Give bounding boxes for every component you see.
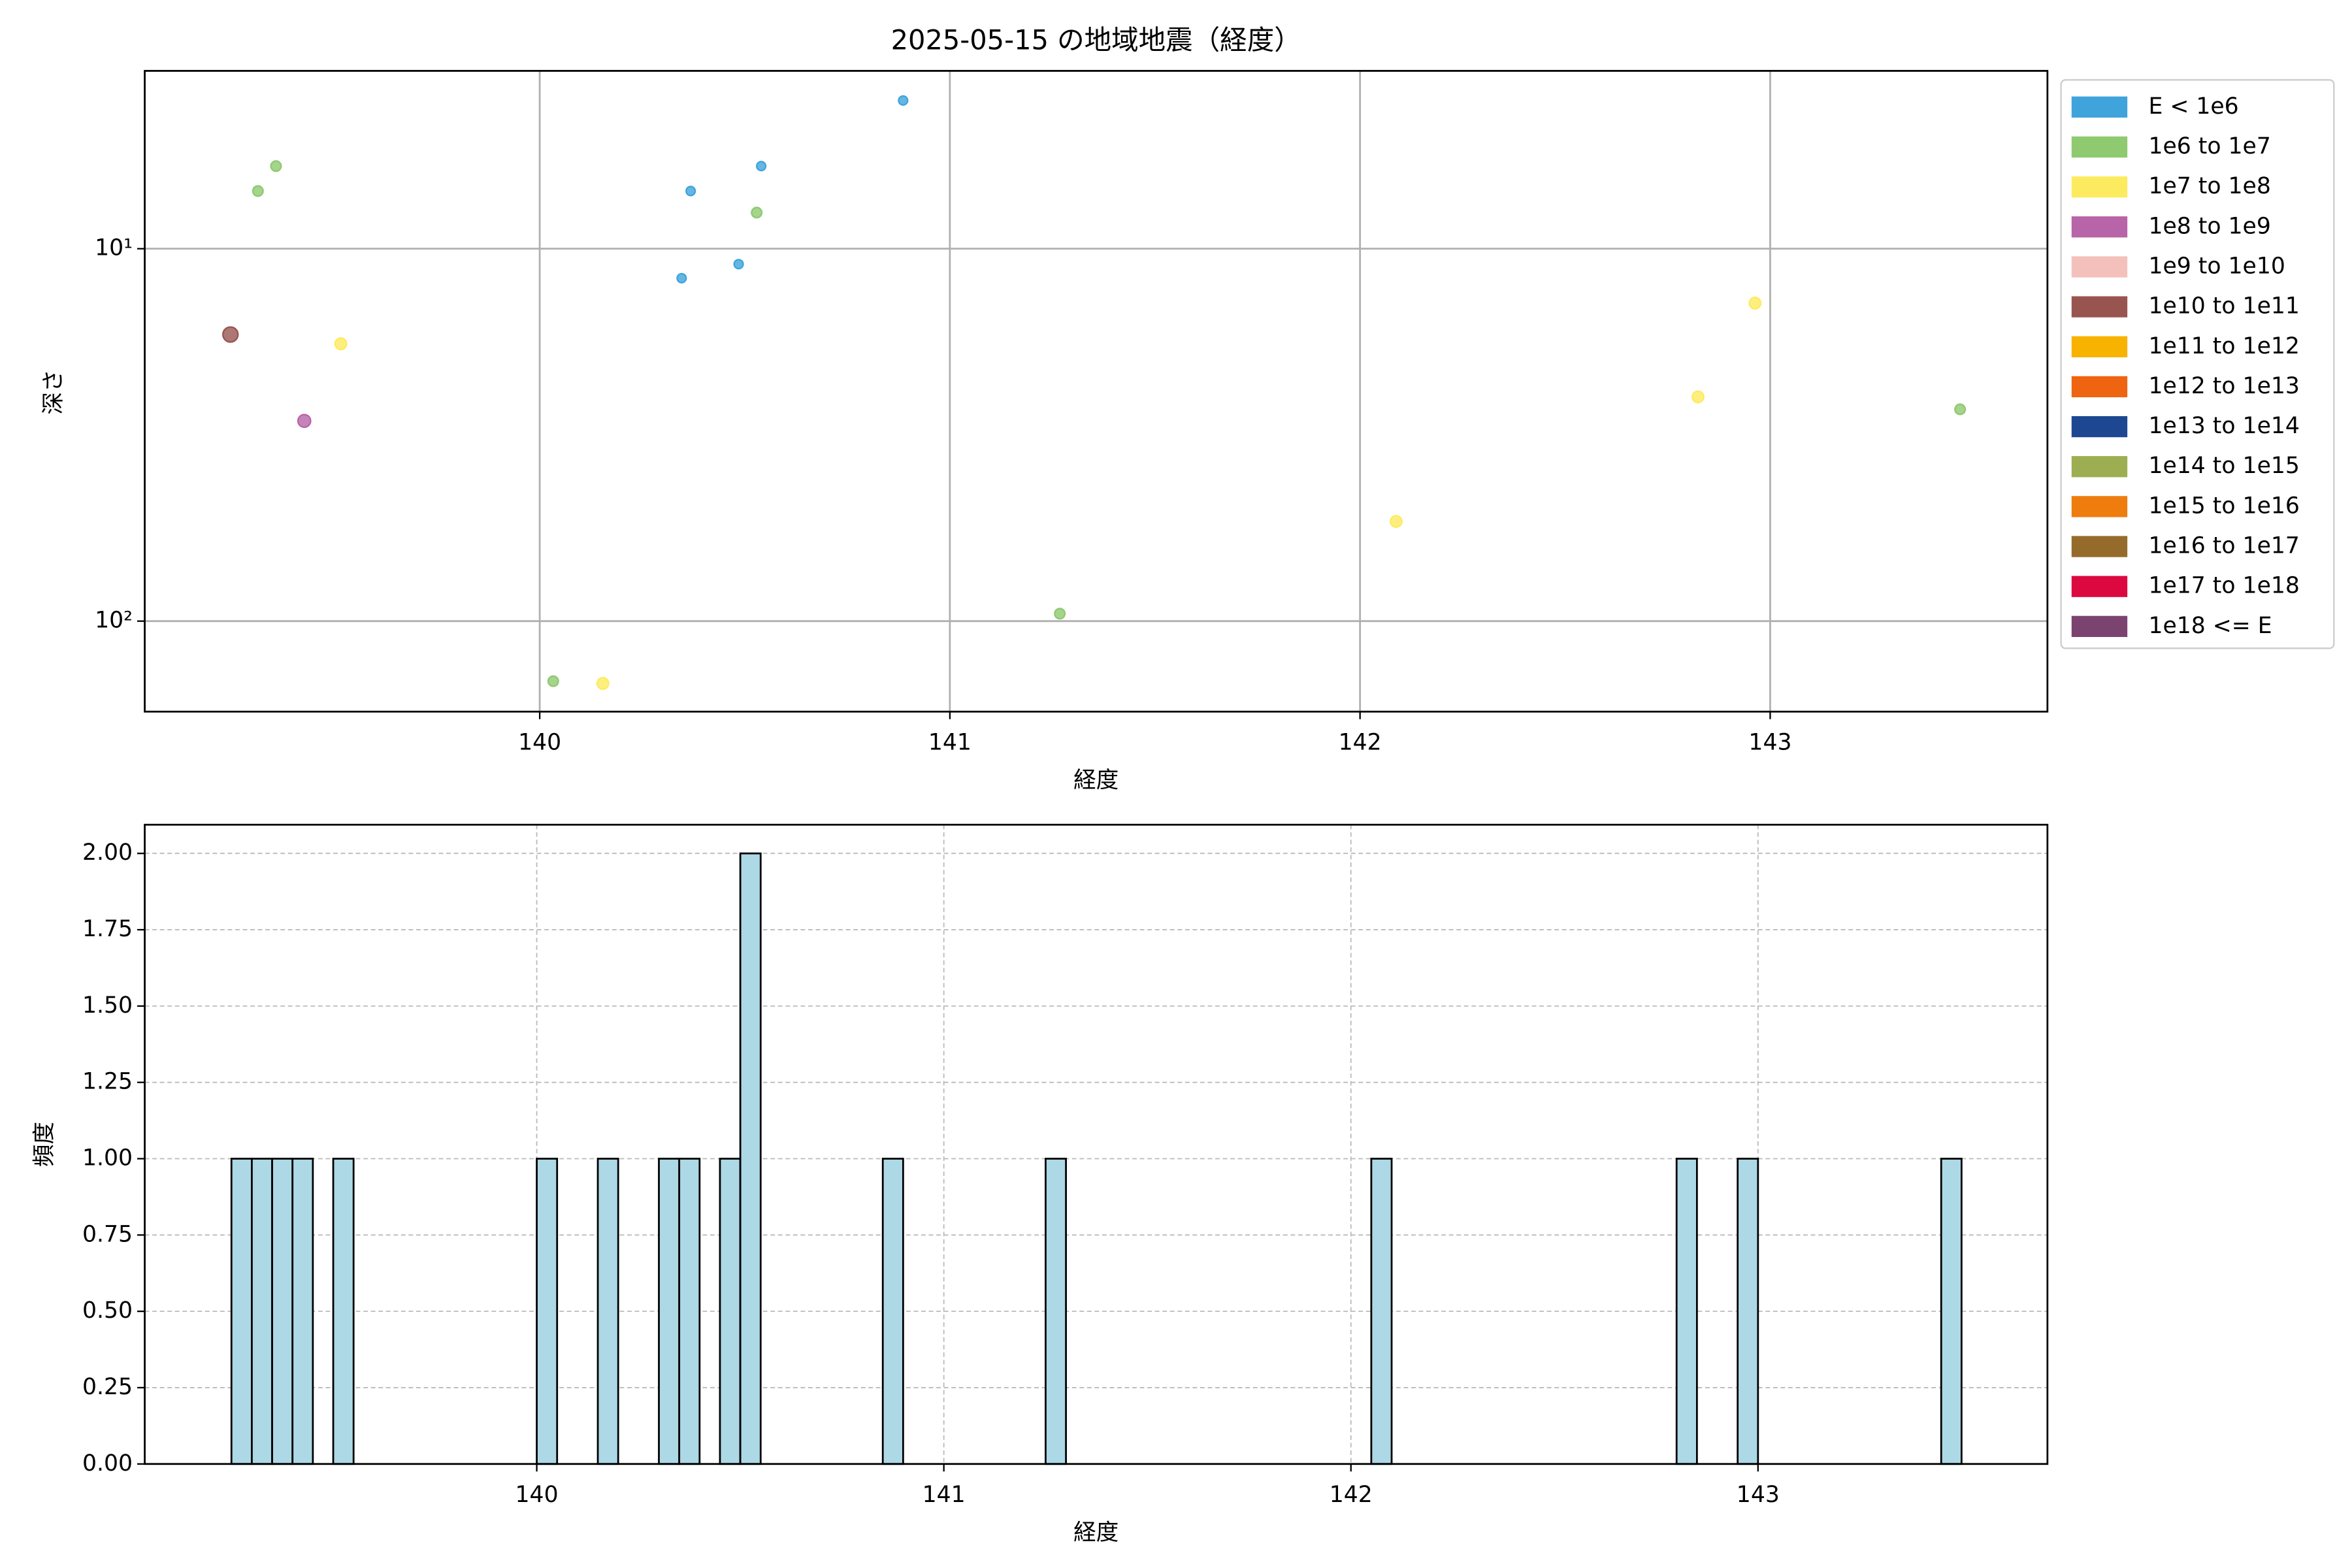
histogram-bar <box>881 1158 904 1465</box>
legend-swatch <box>2071 496 2128 517</box>
x-tick-label: 143 <box>1737 1482 1780 1508</box>
scatter-point <box>222 326 239 343</box>
scatter-point <box>334 337 348 351</box>
histogram-bar <box>1940 1158 1963 1465</box>
histogram-bar <box>230 1158 253 1465</box>
legend-label: 1e7 to 1e8 <box>2148 173 2270 199</box>
y-tick-label: 10¹ <box>95 235 133 261</box>
legend-swatch <box>2071 256 2128 278</box>
plot-frame <box>144 823 2049 1465</box>
histogram-bar <box>658 1158 681 1465</box>
legend-swatch <box>2071 615 2128 637</box>
histogram-bar <box>271 1158 294 1465</box>
legend-label: E < 1e6 <box>2148 93 2238 120</box>
scatter-point <box>1954 403 1967 416</box>
y-axis-label: 深さ <box>41 369 67 414</box>
scatter-point <box>596 677 610 690</box>
scatter-point <box>676 272 687 284</box>
x-tick-label: 142 <box>1339 730 1382 756</box>
y-tick-label: 1.00 <box>82 1145 133 1171</box>
scatter-point <box>898 95 909 106</box>
legend-label: 1e12 to 1e13 <box>2148 373 2299 399</box>
legend-label: 1e13 to 1e14 <box>2148 413 2299 439</box>
y-tick-label: 1.50 <box>82 992 133 1019</box>
plot-frame <box>144 70 2049 713</box>
legend-swatch <box>2071 96 2128 118</box>
legend-label: 1e6 to 1e7 <box>2148 133 2270 159</box>
scatter-point <box>270 160 282 172</box>
legend-label: 1e15 to 1e16 <box>2148 493 2299 519</box>
histogram-bar <box>332 1158 355 1465</box>
y-tick-label: 0.75 <box>82 1221 133 1247</box>
legend-label: 1e8 to 1e9 <box>2148 213 2270 239</box>
scatter-point <box>685 186 696 197</box>
scatter-point <box>1748 297 1762 310</box>
legend-swatch <box>2071 456 2128 478</box>
scatter-point <box>297 414 312 429</box>
legend-label: 1e18 <= E <box>2148 613 2272 639</box>
legend-label: 1e11 to 1e12 <box>2148 333 2299 359</box>
y-tick-label: 2.00 <box>82 840 133 866</box>
histogram-bar <box>678 1158 701 1465</box>
histogram-bar <box>251 1158 273 1465</box>
scatter-point <box>1389 515 1403 529</box>
chart-title: 2025-05-15 の地域地震（経度） <box>891 24 1301 56</box>
x-tick-label: 142 <box>1330 1482 1373 1508</box>
legend-swatch <box>2071 216 2128 238</box>
legend-swatch <box>2071 536 2128 557</box>
histogram-bar <box>1370 1158 1393 1465</box>
legend-swatch <box>2071 576 2128 597</box>
y-tick-label: 1.75 <box>82 916 133 942</box>
histogram-bar <box>1675 1158 1698 1465</box>
histogram-bar <box>719 1158 742 1465</box>
y-tick-label: 0.50 <box>82 1298 133 1324</box>
legend-swatch <box>2071 416 2128 438</box>
histogram-bar <box>291 1158 314 1465</box>
histogram-bar <box>1737 1158 1759 1465</box>
scatter-point <box>733 259 744 270</box>
legend-swatch <box>2071 296 2128 318</box>
legend-label: 1e16 to 1e17 <box>2148 533 2299 559</box>
scatter-point <box>252 185 264 197</box>
scatter-point <box>751 206 763 219</box>
scatter-point <box>1691 390 1705 404</box>
histogram-bar <box>596 1158 619 1465</box>
y-tick-label: 1.25 <box>82 1069 133 1095</box>
x-tick-label: 141 <box>923 1482 966 1508</box>
histogram-bar <box>1045 1158 1067 1465</box>
x-tick-label: 141 <box>928 730 972 756</box>
x-axis-label: 経度 <box>1073 1520 1119 1546</box>
legend-label: 1e14 to 1e15 <box>2148 453 2299 479</box>
legend-swatch <box>2071 176 2128 198</box>
legend-label: 1e10 to 1e11 <box>2148 293 2299 319</box>
legend-box <box>2060 79 2335 649</box>
legend-label: 1e9 to 1e10 <box>2148 253 2285 279</box>
legend-swatch <box>2071 136 2128 158</box>
histogram-bar <box>536 1158 559 1465</box>
legend-swatch <box>2071 336 2128 357</box>
y-axis-label: 頻度 <box>31 1122 57 1167</box>
x-tick-label: 140 <box>518 730 561 756</box>
y-tick-label: 10² <box>95 608 133 634</box>
y-tick-label: 0.00 <box>82 1450 133 1477</box>
scatter-point <box>547 675 559 687</box>
scatter-point <box>756 161 767 172</box>
y-tick-label: 0.25 <box>82 1374 133 1400</box>
legend-label: 1e17 to 1e18 <box>2148 573 2299 599</box>
x-tick-label: 143 <box>1748 730 1791 756</box>
legend-swatch <box>2071 376 2128 398</box>
histogram-bar <box>739 852 762 1465</box>
scatter-point <box>1054 608 1066 620</box>
x-tick-label: 140 <box>515 1482 559 1508</box>
x-axis-label: 経度 <box>1073 767 1119 793</box>
